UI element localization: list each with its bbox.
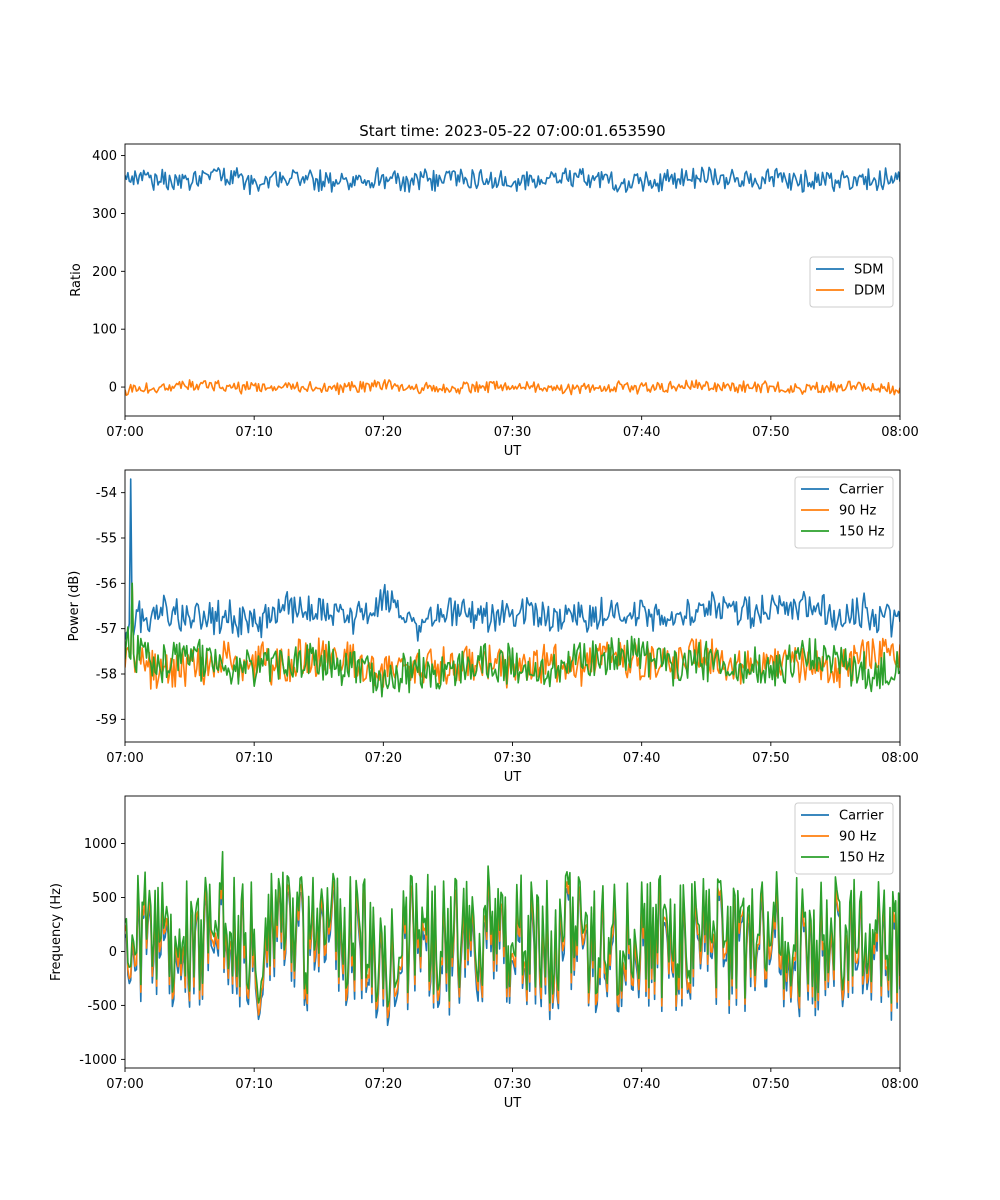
x-tick-label: 07:50 (752, 751, 789, 766)
x-tick-label: 08:00 (881, 751, 918, 766)
y-tick-label: -500 (87, 999, 117, 1014)
x-tick-label: 07:40 (623, 751, 660, 766)
series-group (125, 850, 900, 1027)
series-line-150-hz (125, 582, 900, 698)
x-tick-label: 07:20 (365, 1077, 402, 1092)
figure-title: Start time: 2023-05-22 07:00:01.653590 (359, 122, 665, 140)
x-axis-label: UT (504, 444, 522, 459)
x-tick-label: 07:00 (106, 751, 143, 766)
x-tick-label: 08:00 (881, 1077, 918, 1092)
x-tick-label: 07:30 (494, 751, 531, 766)
legend-label: DDM (854, 284, 885, 299)
y-tick-label: -54 (96, 486, 117, 501)
x-tick-label: 07:40 (623, 425, 660, 440)
y-tick-label: 300 (92, 207, 117, 222)
panel-ratio: 07:00 07:10 07:20 07:30 07:40 07:50 08:00 0 100 2… (69, 143, 919, 459)
x-tick-label: 07:10 (235, 1077, 272, 1092)
x-axis-label: UT (504, 770, 522, 785)
legend-label: SDM (854, 263, 883, 278)
x-tick-label: 07:10 (235, 425, 272, 440)
y-axis-label: Ratio (69, 263, 84, 296)
series-line-150-hz (125, 850, 900, 1008)
y-tick-label: -1000 (79, 1053, 117, 1068)
y-tick-label: 1000 (84, 837, 117, 852)
x-tick-label: 07:50 (752, 425, 789, 440)
x-tick-label: 07:30 (494, 425, 531, 440)
x-tick-label: 07:10 (235, 751, 272, 766)
series-line-90-hz (125, 582, 900, 690)
legend-label: Carrier (839, 809, 884, 824)
x-tick-label: 07:20 (365, 425, 402, 440)
x-tick-label: 07:00 (106, 425, 143, 440)
y-tick-label: -55 (96, 532, 117, 547)
x-axis-label: UT (504, 1096, 522, 1111)
y-tick-label: 0 (109, 381, 117, 396)
legend: Carrier 90 Hz 150 Hz (794, 476, 894, 549)
panel-power: 07:00 07:10 07:20 07:30 07:40 07:50 08:00 -54 -5… (67, 469, 919, 785)
x-tick-label: 07:30 (494, 1077, 531, 1092)
legend-label: 150 Hz (839, 525, 885, 540)
legend: SDM DDM (809, 256, 894, 308)
legend: Carrier 90 Hz 150 Hz (794, 802, 894, 875)
series-line-ddm (125, 379, 900, 397)
x-tick-label: 08:00 (881, 425, 918, 440)
y-tick-label: -58 (96, 668, 117, 683)
legend-label: 90 Hz (839, 830, 876, 845)
y-axis-label: Frequency (Hz) (49, 883, 64, 981)
y-axis-label: Power (dB) (67, 571, 82, 642)
x-tick-label: 07:00 (106, 1077, 143, 1092)
y-tick-label: -56 (96, 577, 117, 592)
series-group (125, 478, 900, 698)
legend-label: Carrier (839, 483, 884, 498)
y-tick-label: 100 (92, 323, 117, 338)
series-line-sdm (125, 166, 900, 196)
y-tick-label: 200 (92, 265, 117, 280)
series-line-carrier (125, 478, 900, 642)
panel-frequency: 07:00 07:10 07:20 07:30 07:40 07:50 08:00 -1000… (49, 795, 919, 1111)
x-tick-label: 07:40 (623, 1077, 660, 1092)
y-tick-label: 0 (109, 945, 117, 960)
series-group (125, 166, 900, 397)
legend-label: 90 Hz (839, 504, 876, 519)
x-tick-label: 07:50 (752, 1077, 789, 1092)
y-tick-label: 400 (92, 149, 117, 164)
x-tick-label: 07:20 (365, 751, 402, 766)
y-tick-label: -59 (96, 713, 117, 728)
y-tick-label: -57 (96, 622, 117, 637)
legend-label: 150 Hz (839, 851, 885, 866)
y-tick-label: 500 (92, 891, 117, 906)
